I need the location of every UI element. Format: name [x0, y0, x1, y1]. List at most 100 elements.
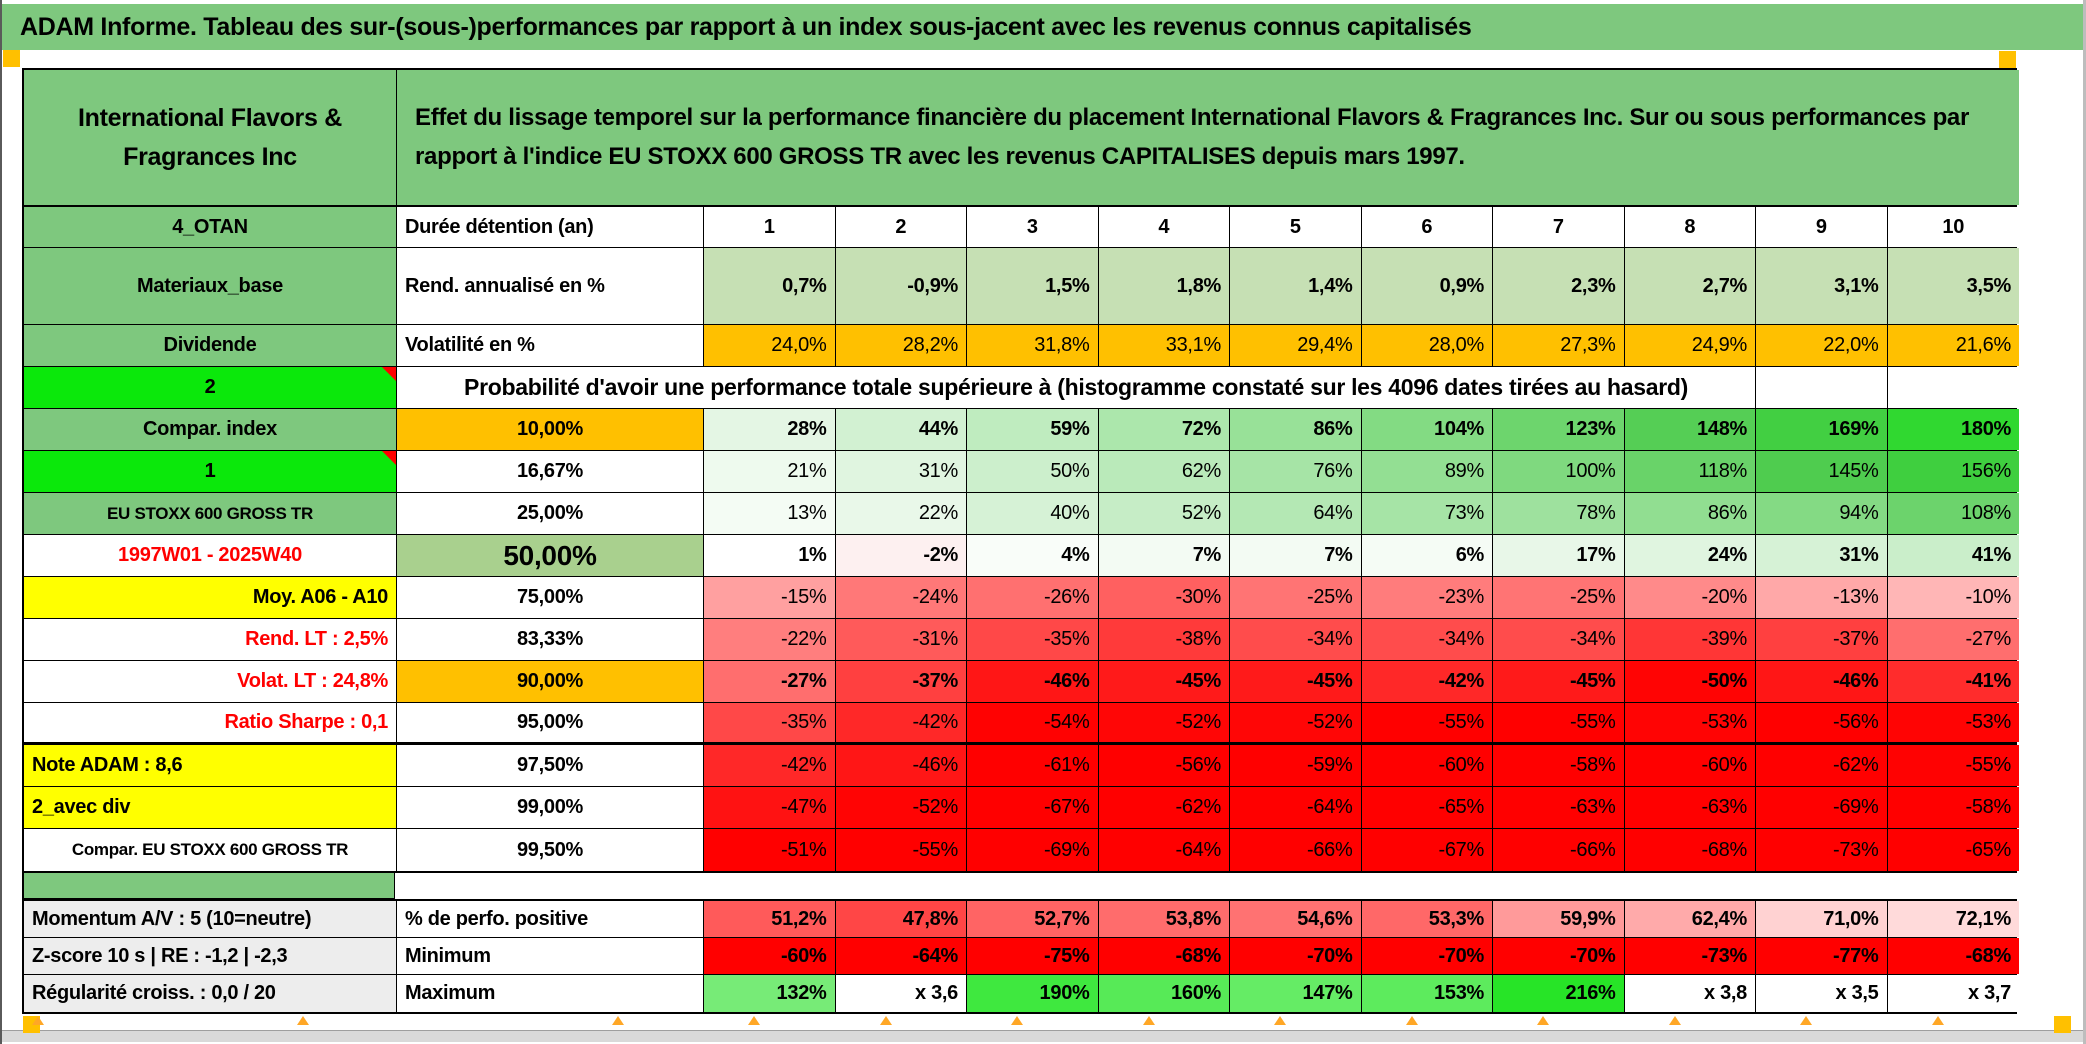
data-cell[interactable]: -56% [1756, 703, 1888, 742]
metric-cell[interactable]: % de perfo. positive [397, 901, 704, 937]
data-cell[interactable]: -75% [967, 938, 1099, 974]
data-cell[interactable]: -64% [1098, 829, 1230, 871]
data-cell[interactable]: 169% [1756, 409, 1888, 450]
data-cell[interactable]: 1% [704, 535, 836, 576]
data-cell[interactable]: 22,0% [1756, 325, 1888, 366]
data-cell[interactable]: 104% [1361, 409, 1493, 450]
data-cell[interactable]: -37% [835, 661, 967, 702]
data-cell[interactable]: -60% [1361, 745, 1493, 786]
metric-cell[interactable]: 83,33% [397, 619, 704, 660]
data-cell[interactable]: -58% [1887, 787, 2019, 828]
metric-cell[interactable]: 95,00% [397, 703, 704, 742]
data-cell[interactable]: 27,3% [1493, 325, 1625, 366]
data-cell[interactable]: -39% [1624, 619, 1756, 660]
data-cell[interactable]: 2,3% [1493, 248, 1625, 324]
data-cell[interactable]: -31% [835, 619, 967, 660]
data-cell[interactable]: 132% [704, 975, 836, 1012]
data-cell[interactable]: -25% [1230, 577, 1362, 618]
data-cell[interactable]: 1,8% [1098, 248, 1230, 324]
data-cell[interactable]: 6 [1361, 207, 1493, 247]
data-cell[interactable]: -65% [1361, 787, 1493, 828]
data-cell[interactable]: 28% [704, 409, 836, 450]
data-cell[interactable]: 0,9% [1361, 248, 1493, 324]
data-cell[interactable]: -67% [1361, 829, 1493, 871]
metric-cell[interactable]: 10,00% [397, 409, 704, 450]
data-cell[interactable]: 59% [967, 409, 1099, 450]
data-cell[interactable]: 31% [1756, 535, 1888, 576]
data-cell[interactable]: -15% [704, 577, 836, 618]
data-cell[interactable]: 86% [1624, 493, 1756, 534]
data-cell[interactable]: 21% [704, 451, 836, 492]
data-cell[interactable]: 0,7% [704, 248, 836, 324]
data-cell[interactable]: -68% [1887, 938, 2019, 974]
probability-caption-cell[interactable]: Probabilité d'avoir une performance tota… [397, 367, 1756, 408]
data-cell[interactable]: 51,2% [704, 901, 836, 937]
data-cell[interactable]: -0,9% [835, 248, 967, 324]
row-label-cell[interactable]: Volat. LT : 24,8% [24, 661, 397, 702]
data-cell[interactable]: -53% [1887, 703, 2019, 742]
data-cell[interactable]: 190% [967, 975, 1099, 1012]
data-cell[interactable]: -35% [704, 703, 836, 742]
data-cell[interactable]: 72% [1098, 409, 1230, 450]
data-cell[interactable]: -68% [1098, 938, 1230, 974]
data-cell[interactable]: 4% [967, 535, 1099, 576]
data-cell[interactable]: 1 [704, 207, 836, 247]
metric-cell[interactable]: 99,00% [397, 787, 704, 828]
data-cell[interactable]: 28,2% [835, 325, 967, 366]
data-cell[interactable]: -68% [1624, 829, 1756, 871]
data-cell[interactable] [1887, 367, 2019, 408]
data-cell[interactable]: 89% [1361, 451, 1493, 492]
data-cell[interactable]: -37% [1756, 619, 1888, 660]
metric-cell[interactable]: 99,50% [397, 829, 704, 871]
data-cell[interactable]: 44% [835, 409, 967, 450]
row-label-cell[interactable]: Compar. index [24, 409, 397, 450]
data-cell[interactable]: -46% [967, 661, 1099, 702]
data-cell[interactable]: 160% [1098, 975, 1230, 1012]
row-label-cell[interactable]: Dividende [24, 325, 397, 366]
metric-cell[interactable]: 97,50% [397, 745, 704, 786]
data-cell[interactable]: x 3,5 [1756, 975, 1888, 1012]
data-cell[interactable]: -41% [1887, 661, 2019, 702]
metric-cell[interactable]: Durée détention (an) [397, 207, 704, 247]
data-cell[interactable]: 50% [967, 451, 1099, 492]
data-cell[interactable]: x 3,8 [1624, 975, 1756, 1012]
row-label-cell[interactable]: EU STOXX 600 GROSS TR [24, 493, 397, 534]
data-cell[interactable]: 24% [1624, 535, 1756, 576]
row-label-cell[interactable]: 1 [24, 451, 397, 492]
data-cell[interactable]: -45% [1230, 661, 1362, 702]
data-cell[interactable]: -42% [835, 703, 967, 742]
data-cell[interactable]: -20% [1624, 577, 1756, 618]
data-cell[interactable]: -24% [835, 577, 967, 618]
data-cell[interactable]: 10 [1887, 207, 2019, 247]
data-cell[interactable]: 123% [1493, 409, 1625, 450]
data-cell[interactable]: 94% [1756, 493, 1888, 534]
data-cell[interactable]: 59,9% [1493, 901, 1625, 937]
data-cell[interactable]: -69% [967, 829, 1099, 871]
data-cell[interactable]: 2 [835, 207, 967, 247]
data-cell[interactable]: 13% [704, 493, 836, 534]
data-cell[interactable]: -73% [1624, 938, 1756, 974]
row-label-cell[interactable]: Régularité croiss. : 0,0 / 20 [24, 975, 397, 1012]
data-cell[interactable]: -64% [1230, 787, 1362, 828]
metric-cell[interactable]: 90,00% [397, 661, 704, 702]
data-cell[interactable]: 118% [1624, 451, 1756, 492]
metric-cell[interactable]: Rend. annualisé en % [397, 248, 704, 324]
data-cell[interactable]: -46% [1756, 661, 1888, 702]
data-cell[interactable]: -62% [1756, 745, 1888, 786]
data-cell[interactable]: 3 [967, 207, 1099, 247]
data-cell[interactable]: -54% [967, 703, 1099, 742]
data-cell[interactable]: -59% [1230, 745, 1362, 786]
data-cell[interactable]: 153% [1361, 975, 1493, 1012]
data-cell[interactable]: -70% [1493, 938, 1625, 974]
data-cell[interactable]: -53% [1624, 703, 1756, 742]
data-cell[interactable]: 33,1% [1098, 325, 1230, 366]
data-cell[interactable]: -66% [1230, 829, 1362, 871]
metric-cell[interactable]: 16,67% [397, 451, 704, 492]
data-cell[interactable]: -34% [1361, 619, 1493, 660]
data-cell[interactable]: -52% [1230, 703, 1362, 742]
data-cell[interactable]: 3,5% [1887, 248, 2019, 324]
data-cell[interactable]: -61% [967, 745, 1099, 786]
data-cell[interactable]: -22% [704, 619, 836, 660]
data-cell[interactable]: 62,4% [1624, 901, 1756, 937]
metric-cell[interactable]: 75,00% [397, 577, 704, 618]
